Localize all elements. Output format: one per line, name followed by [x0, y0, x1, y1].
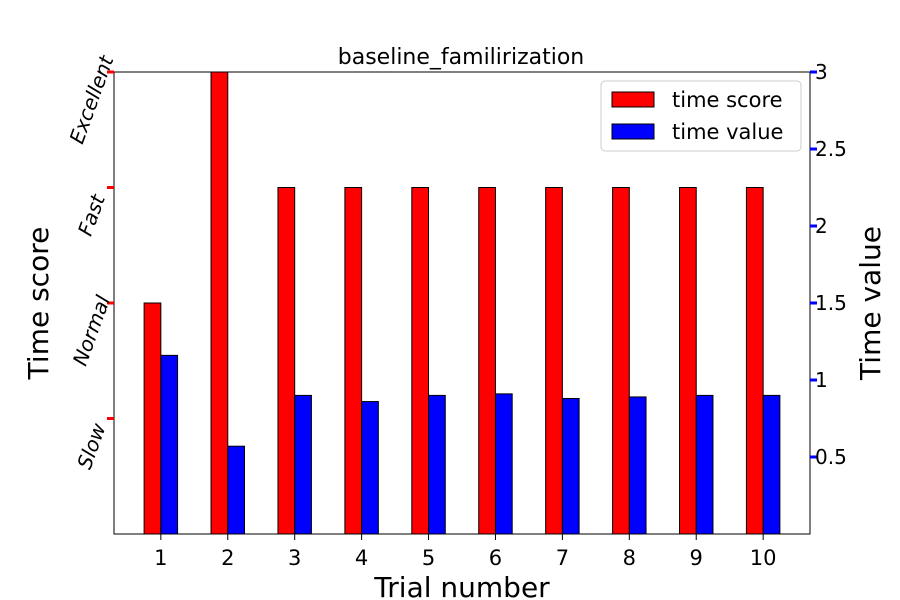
legend-label-time-score: time score: [672, 88, 783, 112]
bars-group: [143, 71, 781, 535]
x-tick-label: 9: [690, 546, 703, 570]
x-axis: 1 2 3 4 5 6 7 8 9 10: [154, 534, 777, 570]
bar-time-value-6: [494, 393, 513, 535]
x-tick-label: 2: [221, 546, 234, 570]
legend-label-time-value: time value: [672, 120, 783, 144]
right-tick-label: 2: [815, 214, 828, 238]
legend: time score time value: [600, 80, 802, 152]
bar-time-score-9: [679, 187, 697, 535]
bar-time-score-7: [545, 187, 563, 535]
left-tick-label: Slow: [72, 419, 111, 472]
legend-swatch-time-score: [611, 91, 655, 108]
bar-time-score-10: [745, 187, 764, 535]
bar-time-value-5: [428, 394, 446, 535]
left-y-axis-label: Time score: [22, 227, 55, 381]
x-tick-label: 10: [750, 546, 777, 570]
bar-time-value-9: [695, 394, 714, 535]
bar-time-value-4: [361, 401, 379, 535]
x-tick-label: 5: [422, 546, 435, 570]
bar-time-value-2: [227, 445, 245, 535]
right-tick-label: 1.5: [815, 291, 847, 315]
x-tick-label: 8: [623, 546, 636, 570]
x-tick-label: 6: [489, 546, 502, 570]
bar-time-value-10: [762, 394, 781, 535]
bar-time-value-1: [160, 354, 179, 535]
bar-time-value-7: [561, 397, 580, 535]
x-tick-label: 1: [154, 546, 167, 570]
x-tick-label: 3: [288, 546, 301, 570]
left-tick-label: Normal: [68, 292, 116, 369]
right-tick-label: 3: [815, 60, 828, 84]
bar-time-score-8: [612, 187, 630, 535]
x-tick-label: 7: [556, 546, 569, 570]
legend-swatch-time-value: [611, 123, 655, 140]
bar-time-score-4: [344, 187, 363, 535]
bar-time-score-2: [210, 71, 229, 535]
bar-time-value-3: [294, 394, 312, 535]
x-tick-label: 4: [355, 546, 368, 570]
left-tick-label: Excellent: [64, 51, 118, 146]
bar-time-score-5: [411, 187, 430, 535]
chart-title: baseline_familirization: [338, 45, 584, 70]
right-tick-label: 0.5: [815, 445, 847, 469]
right-y-axis-label: Time value: [854, 226, 887, 381]
x-axis-label: Trial number: [373, 571, 550, 600]
right-tick-label: 1: [815, 368, 828, 392]
left-tick-label: Fast: [73, 190, 110, 239]
bar-time-score-6: [478, 187, 496, 535]
left-axis: Slow Normal Fast Excellent: [64, 51, 118, 472]
bar-time-score-3: [277, 187, 296, 535]
bar-time-score-1: [143, 302, 162, 535]
right-axis: 0.5 1 1.5 2 2.5 3: [810, 60, 847, 469]
right-tick-label: 2.5: [815, 137, 847, 161]
bar-time-value-8: [628, 396, 647, 535]
